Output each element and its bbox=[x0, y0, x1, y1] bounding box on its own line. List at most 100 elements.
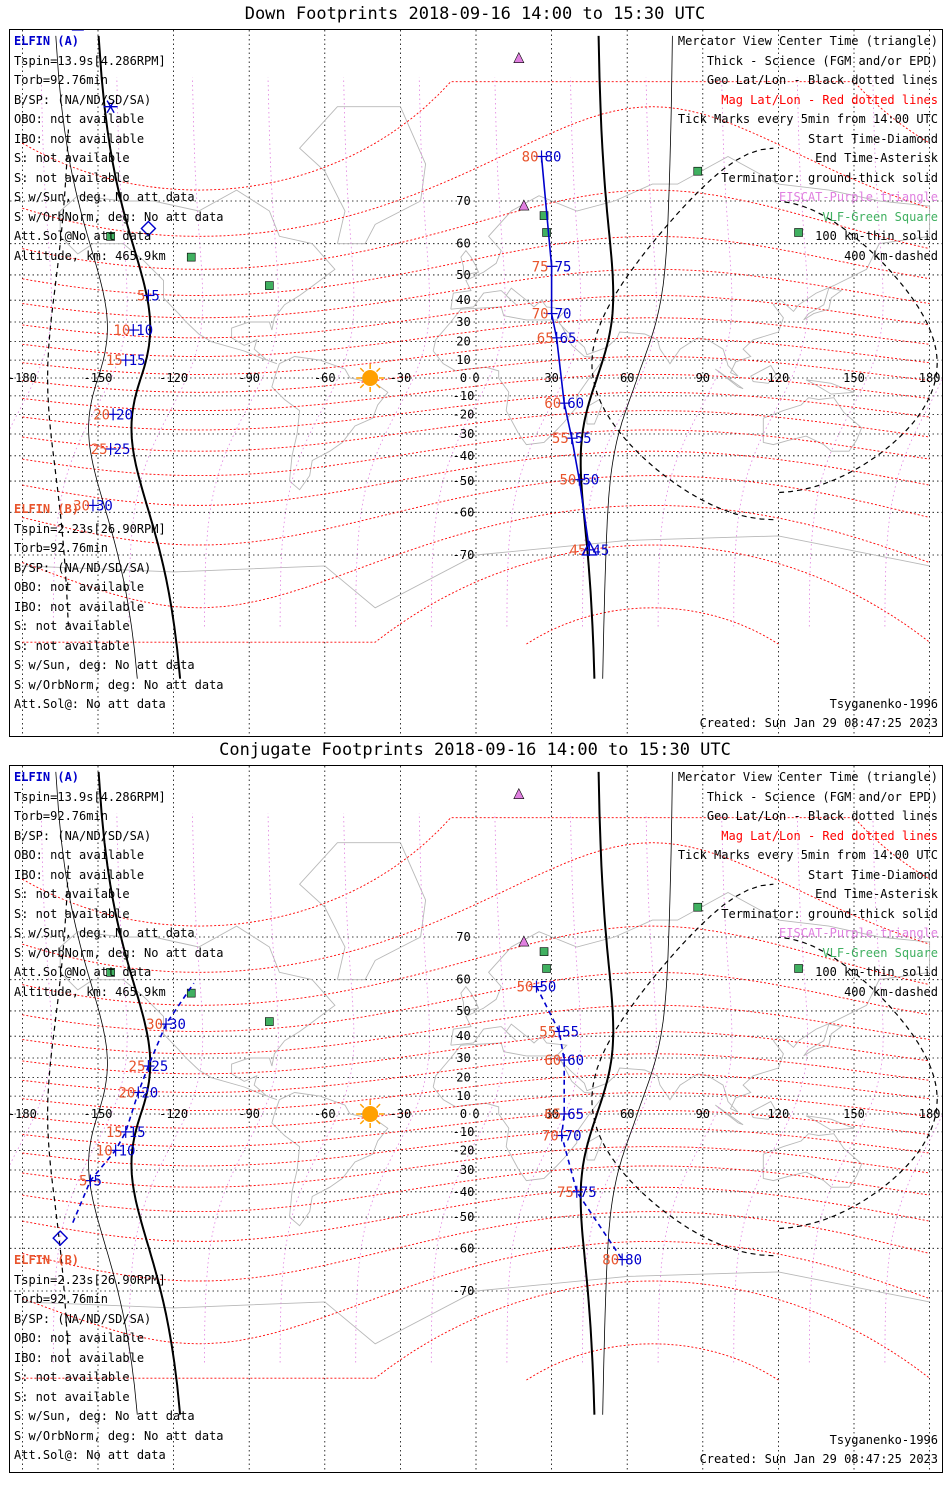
elfin-a-line: Att.Sol@No att data bbox=[14, 965, 152, 979]
sun-ray bbox=[359, 1103, 365, 1109]
terminator-400km bbox=[591, 147, 774, 521]
track-time-label: 10 bbox=[113, 323, 130, 339]
lon-tick-label: 0 bbox=[472, 1107, 479, 1121]
lon-tick-label: -180 bbox=[10, 371, 37, 385]
lat-tick-label: -50 bbox=[453, 1210, 475, 1224]
lat-tick-label: 10 bbox=[456, 1089, 470, 1103]
track-time-label: 10 bbox=[96, 1143, 113, 1159]
mag-latitude-line bbox=[22, 1004, 930, 1055]
elfin-a-line: S w/Sun, deg: No att data bbox=[14, 926, 195, 940]
elfin-a-line: Altitude, km: 465.9km bbox=[14, 248, 166, 263]
coastline bbox=[59, 189, 336, 365]
track-time-label: 50 bbox=[539, 980, 556, 996]
lon-tick-label: -60 bbox=[314, 371, 336, 385]
elfin-a-track bbox=[540, 156, 591, 551]
elfin-a-line: S: not available bbox=[14, 151, 130, 165]
legend-entry: VLF-Green Square bbox=[822, 945, 938, 960]
legend-entry: EISCAT-Purple triangle bbox=[779, 190, 938, 204]
track-time-label: 75 bbox=[557, 1185, 574, 1201]
elfin-b-line: Att.Sol@: No att data bbox=[14, 1448, 166, 1462]
track-time-label: 50 bbox=[582, 473, 599, 489]
vlf-station-marker bbox=[539, 947, 549, 956]
mag-latitude-line bbox=[22, 842, 930, 973]
coastline bbox=[805, 1115, 855, 1131]
track-time-label: 5 bbox=[151, 288, 159, 304]
track-time-label: 10 bbox=[119, 1143, 136, 1159]
elfin-a-line: S w/OrbNorm, deg: No att data bbox=[14, 945, 224, 960]
vlf-station-marker bbox=[186, 252, 196, 262]
elfin-b-info-down: ELFIN (B) Tspin=2.23s[26.90RPM] Torb=92.… bbox=[14, 500, 224, 715]
map-panel-down: -180 -150 -120 -90 -60 -30 0 30 60 90 120 150 180 70 6… bbox=[9, 29, 943, 737]
lat-tick-label: 60 bbox=[456, 973, 470, 987]
coastline bbox=[432, 1042, 606, 1182]
lat-tick-label: -10 bbox=[453, 389, 475, 403]
sun-ray bbox=[359, 1119, 365, 1125]
terminator-400km bbox=[779, 936, 938, 1230]
track-time-label: 65 bbox=[544, 1107, 561, 1123]
elfin-a-line: Tspin=13.9s[4.286RPM] bbox=[14, 789, 166, 804]
track-time-label: 60 bbox=[567, 396, 584, 412]
track-time-label: 80 bbox=[522, 149, 539, 165]
mag-latitude-line bbox=[22, 817, 930, 927]
track-time-label: 75 bbox=[580, 1185, 597, 1201]
coastline bbox=[803, 1023, 843, 1057]
track-time-label: 55 bbox=[58, 30, 75, 34]
lon-tick-label: -120 bbox=[159, 371, 188, 385]
sun-ray bbox=[359, 383, 365, 389]
lon-tick-label: 150 bbox=[843, 1107, 865, 1121]
track-time-label: 25 bbox=[151, 1059, 168, 1075]
mag-latitude-line bbox=[22, 429, 930, 477]
elfin-a-info-conjugate: ELFIN (A) Tspin=13.9s[4.286RPM] Torb=92.… bbox=[14, 768, 224, 1002]
vlf-station-marker bbox=[186, 988, 196, 998]
vlf-station-marker bbox=[542, 964, 551, 973]
legend-entry: Mag Lat/Lon - Red dotted lines bbox=[721, 828, 938, 843]
legend-entry: Terminator: ground-thick solid bbox=[721, 906, 938, 921]
created-label-conjugate: Created: Sun Jan 29 08:47:25 2023 bbox=[699, 1451, 938, 1466]
eiscat-station-marker bbox=[518, 935, 530, 947]
mag-latitude-line bbox=[22, 450, 930, 506]
lat-tick-label: 20 bbox=[456, 1071, 470, 1085]
lat-tick-label: 10 bbox=[456, 353, 470, 367]
coastline bbox=[460, 985, 480, 1012]
vlf-station-marker bbox=[106, 968, 115, 977]
track-time-label: 25 bbox=[91, 442, 108, 458]
vlf-station-marker bbox=[794, 964, 803, 973]
mag-latitude-line bbox=[22, 1165, 930, 1213]
lon-tick-label: 0 bbox=[472, 371, 479, 385]
lat-tick-label: -20 bbox=[453, 1143, 475, 1157]
elfin-b-line: OBO: not available bbox=[14, 1331, 145, 1345]
mag-latitude-line bbox=[22, 391, 930, 431]
elfin-a-line: S w/Sun, deg: No att data bbox=[14, 190, 195, 204]
lat-tick-label: 40 bbox=[456, 1029, 470, 1043]
elfin-a-line: S w/OrbNorm, deg: No att data bbox=[14, 209, 224, 224]
track-time-label: 70 bbox=[532, 307, 549, 323]
elfin-a-info-down: ELFIN (A) Tspin=13.9s[4.286RPM] Torb=92.… bbox=[14, 32, 224, 266]
track-time-label: 55 bbox=[552, 431, 569, 447]
vlf-station-marker bbox=[265, 1017, 274, 1026]
lon-tick-label: -180 bbox=[10, 1107, 37, 1121]
elfin-b-line: Att.Sol@: No att data bbox=[14, 697, 166, 711]
lat-tick-label: -30 bbox=[453, 1163, 475, 1177]
elfin-a-line: OBO: not available bbox=[14, 848, 145, 862]
coastline bbox=[298, 106, 427, 245]
track-time-label: 65 bbox=[560, 331, 577, 347]
mag-latitude-line bbox=[22, 925, 930, 1006]
track-time-label: 55 bbox=[539, 1024, 556, 1040]
legend-entry: Terminator: ground-thick solid bbox=[721, 170, 938, 185]
terminator-ground bbox=[97, 35, 182, 679]
track-time-label: 5 bbox=[79, 1174, 87, 1190]
elfin-b-track bbox=[72, 982, 195, 1224]
lon-tick-label: 90 bbox=[696, 1107, 710, 1121]
track-time-label: 75 bbox=[555, 259, 572, 275]
legend-entry: Geo Lat/Lon - Black dotted lines bbox=[706, 73, 938, 87]
coastline bbox=[715, 368, 744, 390]
terminator-400km bbox=[779, 200, 938, 494]
start-time-diamond bbox=[52, 1230, 69, 1247]
lat-tick-label: -30 bbox=[453, 427, 475, 441]
coastline bbox=[460, 249, 480, 276]
terminator-100km bbox=[55, 771, 138, 1415]
lat-tick-label: 30 bbox=[456, 1051, 470, 1065]
elfin-b-info-conjugate: ELFIN (B) Tspin=2.23s[26.90RPM] Torb=92.… bbox=[14, 1251, 224, 1466]
legend-entry: EISCAT-Purple triangle bbox=[779, 926, 938, 940]
panel-title-down: Down Footprints 2018-09-16 14:00 to 15:3… bbox=[244, 4, 706, 24]
